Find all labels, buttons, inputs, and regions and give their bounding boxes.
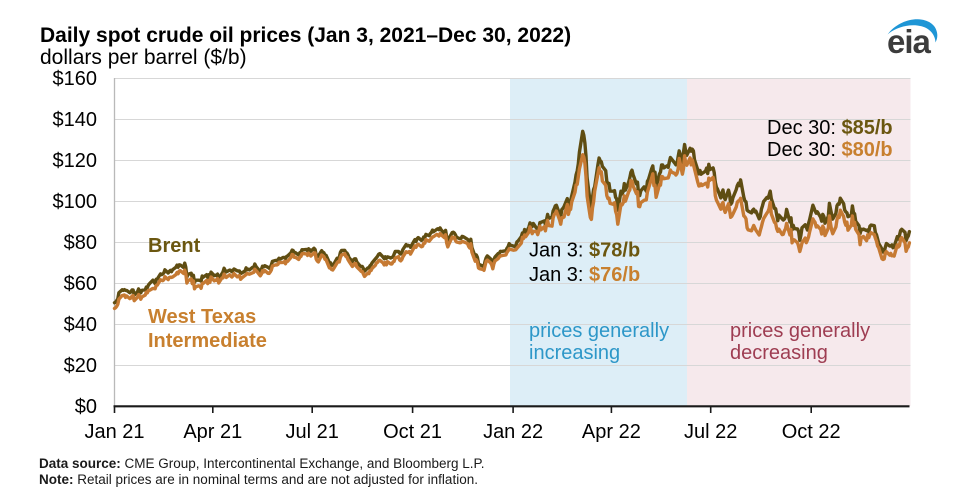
svg-text:Oct 21: Oct 21 bbox=[383, 421, 442, 443]
svg-text:increasing: increasing bbox=[529, 342, 620, 364]
svg-text:$120: $120 bbox=[53, 150, 98, 172]
svg-text:Apr 21: Apr 21 bbox=[183, 421, 242, 443]
svg-text:prices generally: prices generally bbox=[529, 320, 669, 342]
svg-text:prices generally: prices generally bbox=[730, 320, 870, 342]
svg-text:Jan 3: $78/b: Jan 3: $78/b bbox=[529, 240, 640, 262]
svg-text:Dec 30: $80/b: Dec 30: $80/b bbox=[767, 139, 893, 161]
svg-text:Dec 30: $85/b: Dec 30: $85/b bbox=[767, 117, 893, 139]
svg-text:Oct 22: Oct 22 bbox=[782, 421, 841, 443]
svg-text:Brent: Brent bbox=[148, 235, 201, 257]
svg-text:Jan 21: Jan 21 bbox=[84, 421, 144, 443]
svg-text:decreasing: decreasing bbox=[730, 342, 828, 364]
svg-text:$20: $20 bbox=[64, 355, 97, 377]
svg-text:Jan 22: Jan 22 bbox=[483, 421, 543, 443]
svg-text:eia: eia bbox=[887, 23, 932, 60]
svg-text:$140: $140 bbox=[53, 109, 98, 131]
svg-text:Note: Retail prices are in nom: Note: Retail prices are in nominal terms… bbox=[39, 472, 478, 487]
svg-text:$40: $40 bbox=[64, 314, 97, 336]
svg-text:Jan 3: $76/b: Jan 3: $76/b bbox=[529, 264, 640, 286]
svg-text:Jul 22: Jul 22 bbox=[684, 421, 737, 443]
svg-text:$0: $0 bbox=[75, 396, 97, 418]
svg-text:$100: $100 bbox=[53, 191, 98, 213]
svg-text:Intermediate: Intermediate bbox=[148, 330, 267, 352]
svg-text:$60: $60 bbox=[64, 273, 97, 295]
svg-text:$80: $80 bbox=[64, 232, 97, 254]
svg-text:West Texas: West Texas bbox=[148, 306, 256, 328]
svg-text:Apr 22: Apr 22 bbox=[582, 421, 641, 443]
svg-text:dollars per barrel ($/b): dollars per barrel ($/b) bbox=[40, 46, 247, 69]
svg-text:Daily spot crude oil prices (J: Daily spot crude oil prices (Jan 3, 2021… bbox=[40, 24, 571, 47]
svg-text:Data source: CME Group, Interc: Data source: CME Group, Intercontinental… bbox=[39, 456, 485, 471]
svg-text:Jul 21: Jul 21 bbox=[286, 421, 339, 443]
svg-text:$160: $160 bbox=[53, 68, 98, 90]
